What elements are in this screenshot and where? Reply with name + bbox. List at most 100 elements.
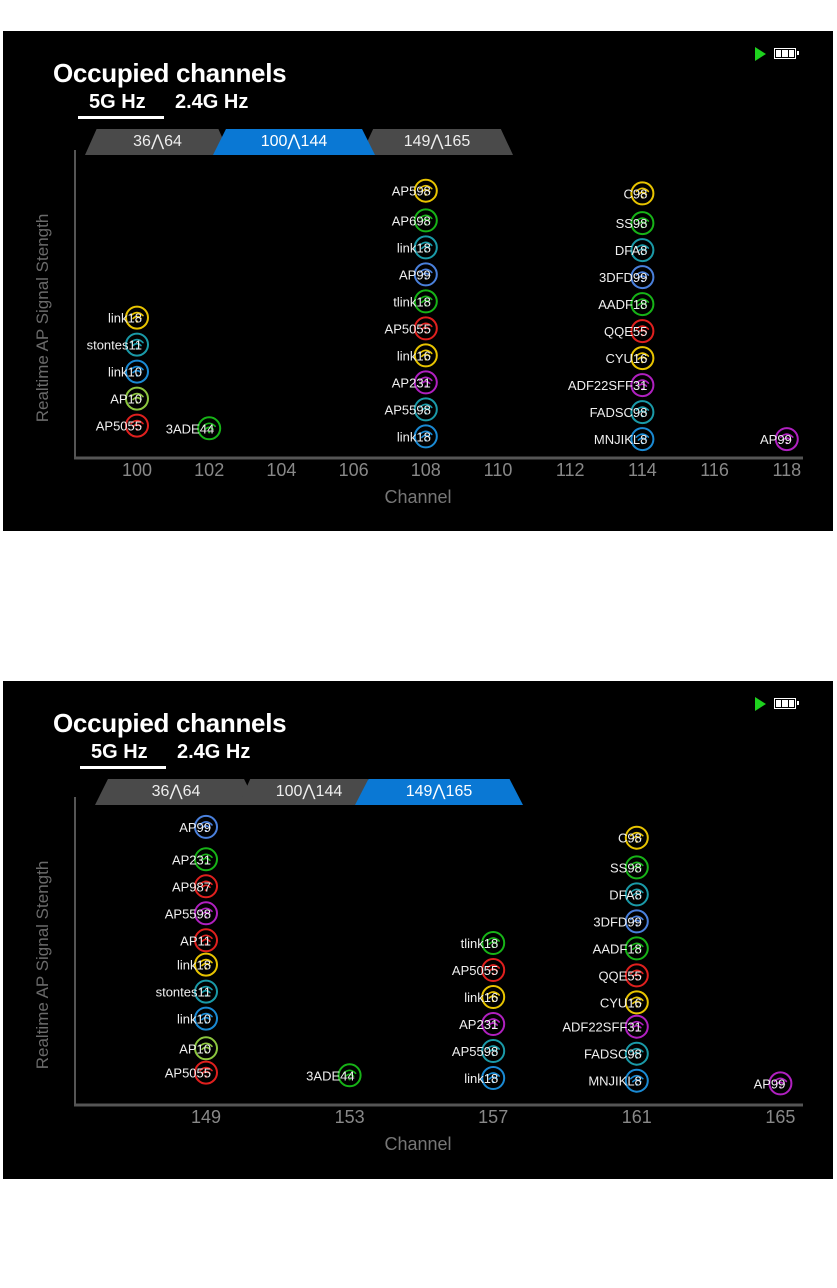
ap-marker — [481, 1066, 506, 1090]
ap-marker — [194, 901, 218, 926]
wifi-arc — [632, 1000, 642, 1005]
wifi-arc — [632, 835, 642, 840]
wifi-dot — [641, 360, 644, 364]
wifi-dot — [635, 1029, 638, 1032]
wifi-arc — [632, 865, 642, 870]
wifi-icon — [419, 349, 433, 361]
wifi-arc — [199, 821, 213, 826]
wifi-arc — [630, 996, 644, 1002]
wifi-arc — [342, 1069, 357, 1075]
wifi-arc — [421, 407, 431, 412]
wifi-arc — [637, 191, 648, 196]
ap-point: DFA8 — [609, 882, 649, 907]
wifi-icon — [419, 214, 433, 226]
wifi-arc — [632, 1024, 642, 1029]
ap-label: FADSC98 — [584, 1047, 642, 1062]
ap-label: 3DFD99 — [593, 914, 641, 929]
ap-label: 3DFD99 — [599, 270, 647, 285]
ap-label: link16 — [464, 990, 498, 1005]
play-icon[interactable] — [755, 47, 766, 61]
wifi-arc — [419, 403, 433, 409]
wifi-dot — [635, 978, 638, 981]
wifi-dot — [635, 897, 638, 900]
ap-point: 3ADE44 — [166, 416, 222, 441]
wifi-icon — [635, 187, 650, 199]
wifi-dot — [204, 916, 208, 919]
ap-marker — [125, 359, 149, 384]
ap-point: AP5055 — [452, 958, 506, 982]
wifi-icon — [199, 853, 213, 865]
wifi-arc — [630, 861, 644, 867]
wifi-dot — [641, 387, 644, 391]
ap-point: link18 — [397, 424, 438, 449]
ap-marker — [413, 289, 438, 314]
x-tick-label: 110 — [484, 460, 513, 480]
ap-point: 3DFD99 — [599, 265, 655, 290]
wifi-icon — [130, 419, 144, 431]
ap-marker — [630, 181, 655, 206]
wifi-icon — [419, 241, 433, 253]
wifi-dot — [135, 428, 139, 431]
tab-36-64[interactable]: 36⋀64 — [85, 129, 230, 155]
wifi-icon — [130, 392, 144, 404]
wifi-dot — [641, 414, 644, 418]
wifi-arc — [773, 1077, 788, 1083]
tab-149-165[interactable]: 149⋀165 — [355, 779, 523, 805]
wifi-icon — [635, 406, 650, 418]
wifi-icon — [199, 1012, 213, 1024]
wifi-arc — [201, 1046, 211, 1051]
ap-marker — [624, 855, 649, 880]
wifi-arc — [488, 941, 498, 945]
ap-label: QQE55 — [604, 324, 647, 339]
y-axis-title: Realtime AP Signal Stength — [33, 861, 52, 1070]
wifi-dot — [135, 320, 139, 323]
ap-point: AP10 — [110, 386, 149, 411]
ap-marker — [481, 1039, 506, 1063]
ap-point: tlink18 — [461, 931, 506, 955]
play-icon[interactable] — [755, 697, 766, 711]
wifi-dot — [635, 1005, 638, 1008]
tab-100-144[interactable]: 100⋀144 — [239, 779, 379, 805]
wifi-icon — [419, 184, 433, 196]
wifi-dot — [424, 439, 427, 442]
ap-label: AP231 — [392, 375, 431, 390]
tab-100-144[interactable]: 100⋀144 — [213, 129, 375, 155]
wifi-icon — [630, 861, 644, 873]
channel-chart: 149 153 157 161 165 Channel Realtime AP Signal… — [33, 797, 803, 1154]
wifi-arc — [202, 422, 216, 428]
ap-marker — [125, 332, 149, 357]
wifi-icon — [630, 942, 644, 954]
wifi-arc — [630, 1020, 644, 1026]
wifi-arc — [486, 937, 500, 942]
tab-36-64[interactable]: 36⋀64 — [95, 779, 257, 805]
wifi-dot — [424, 304, 427, 307]
wifi-arc — [635, 325, 650, 330]
wifi-arc — [637, 383, 648, 387]
ap-point: AP5598 — [385, 397, 438, 422]
ap-marker — [413, 424, 438, 449]
wifi-icon — [419, 430, 433, 442]
wifi-arc — [486, 991, 500, 996]
wifi-icon — [130, 365, 144, 377]
wifi-dot — [641, 225, 644, 229]
wifi-dot — [424, 223, 427, 226]
ap-label: AP698 — [392, 213, 431, 228]
tab-5ghz[interactable]: 5G Hz — [91, 741, 148, 763]
x-tick-label: 153 — [335, 1107, 365, 1127]
ap-marker — [624, 882, 649, 907]
wifi-icon — [199, 1066, 213, 1078]
ap-label: AP5055 — [165, 1066, 211, 1081]
page-title: Occupied channels — [53, 58, 287, 88]
tab-2-4ghz[interactable]: 2.4G Hz — [177, 741, 251, 763]
wifi-arc — [635, 406, 650, 411]
wifi-arc — [199, 985, 213, 991]
wifi-arc — [635, 271, 650, 276]
wifi-arc — [421, 353, 431, 358]
ap-label: 3ADE44 — [166, 421, 214, 436]
tab-2-4ghz[interactable]: 2.4G Hz — [175, 91, 249, 113]
wifi-arc — [199, 853, 213, 859]
tab-149-165[interactable]: 149⋀165 — [361, 129, 513, 155]
tab-5ghz[interactable]: 5G Hz — [89, 91, 146, 113]
channels-screen-2: Occupied channels 5G Hz 2.4G Hz 36⋀64 10… — [3, 681, 833, 1179]
wifi-icon — [199, 934, 213, 946]
